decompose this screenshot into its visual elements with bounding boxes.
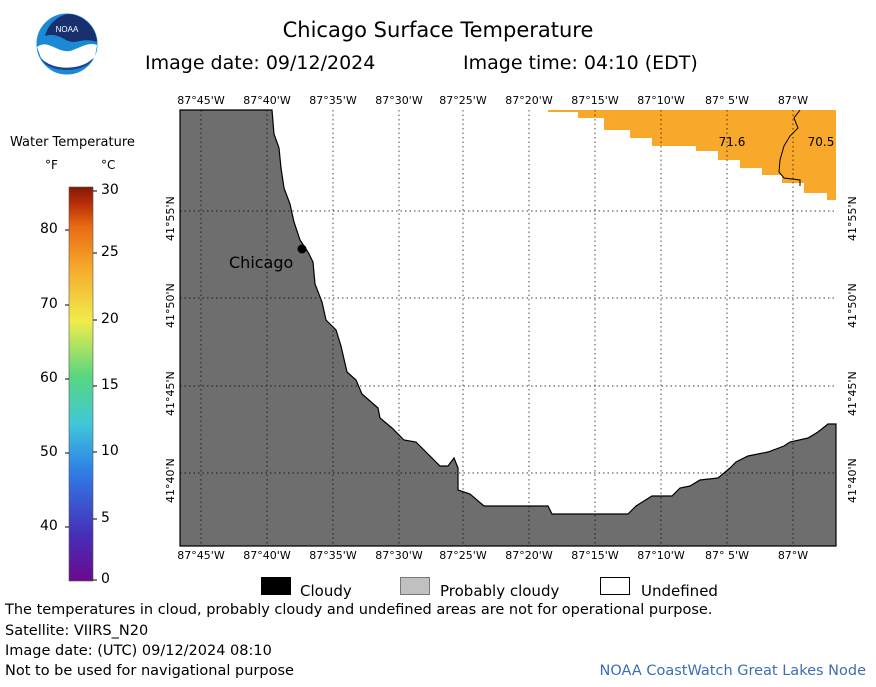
lon-label-top: 87°15'W <box>571 94 619 107</box>
lon-label-top: 87°20'W <box>505 94 553 107</box>
lon-label-bottom: 87°W <box>777 549 809 562</box>
lon-label-bottom: 87°15'W <box>571 549 619 562</box>
legend-c-tick: 10 <box>101 443 119 459</box>
undefined-swatch <box>600 577 630 595</box>
legend-unit-c: °C <box>101 158 116 172</box>
lon-label-bottom: 87° 5'W <box>705 549 749 562</box>
lon-label-top: 87°W <box>777 94 809 107</box>
color-scale <box>65 186 97 582</box>
probably-cloudy-label: Probably cloudy <box>440 582 560 600</box>
page-title: Chicago Surface Temperature <box>282 18 594 42</box>
chicago-marker <box>297 244 307 254</box>
city-label: Chicago <box>229 253 294 272</box>
legend-f-tick: 50 <box>40 444 58 460</box>
noaa-logo: NOAA <box>35 12 99 76</box>
cloudy-swatch <box>261 577 291 595</box>
sst-region <box>548 110 836 200</box>
noaa-node-link[interactable]: NOAA CoastWatch Great Lakes Node <box>599 663 866 679</box>
lon-label-bottom: 87°40'W <box>243 549 291 562</box>
lat-label-left: 41°55'N <box>164 196 177 241</box>
utc-date: Image date: (UTC) 09/12/2024 08:10 <box>5 643 272 659</box>
lon-label-bottom: 87°45'W <box>177 549 225 562</box>
lon-label-top: 87°45'W <box>177 94 225 107</box>
lat-label-right: 41°55'N <box>846 196 859 241</box>
legend-c-tick: 20 <box>101 311 119 327</box>
land-region <box>179 109 837 547</box>
color-bar <box>68 186 94 582</box>
lon-label-top: 87°35'W <box>309 94 357 107</box>
lon-label-bottom: 87°20'W <box>505 549 553 562</box>
lon-label-top: 87° 5'W <box>705 94 749 107</box>
lon-label-top: 87°30'W <box>375 94 423 107</box>
lon-label-bottom: 87°25'W <box>439 549 487 562</box>
legend-f-tick: 40 <box>40 518 58 534</box>
image-date: Image date: 09/12/2024 <box>145 52 376 74</box>
svg-text:NOAA: NOAA <box>56 25 79 34</box>
undefined-label: Undefined <box>641 582 718 600</box>
legend-unit-f: °F <box>45 158 58 172</box>
lat-label-left: 41°40'N <box>164 458 177 503</box>
image-datetime: Image date: 09/12/2024 Image time: 04:10 … <box>145 52 698 74</box>
lon-label-bottom: 87°30'W <box>375 549 423 562</box>
probably-cloudy-swatch <box>400 577 430 595</box>
temp-label-2: 70.5 <box>808 135 835 149</box>
legend-title: Water Temperature <box>10 135 135 150</box>
satellite-info: Satellite: VIIRS_N20 <box>5 623 149 639</box>
legend-c-tick: 5 <box>101 510 110 526</box>
lon-label-top: 87°40'W <box>243 94 291 107</box>
lat-label-right: 41°40'N <box>846 458 859 503</box>
image-time: Image time: 04:10 (EDT) <box>463 52 698 74</box>
navigation-warning: Not to be used for navigational purpose <box>5 663 294 679</box>
legend-f-tick: 70 <box>40 296 58 312</box>
lat-label-right: 41°50'N <box>846 283 859 328</box>
temp-label-1: 71.6 <box>719 135 746 149</box>
lon-label-top: 87°25'W <box>439 94 487 107</box>
legend-c-tick: 30 <box>101 182 119 198</box>
legend-f-tick: 80 <box>40 221 58 237</box>
lat-label-right: 41°45'N <box>846 371 859 416</box>
lon-label-bottom: 87°10'W <box>637 549 685 562</box>
state-boundary <box>778 109 801 186</box>
legend-c-tick: 25 <box>101 244 119 260</box>
lat-label-left: 41°50'N <box>164 283 177 328</box>
map-grid <box>180 110 836 546</box>
legend-f-tick: 60 <box>40 370 58 386</box>
legend-c-tick: 0 <box>101 571 110 587</box>
cloudy-label: Cloudy <box>300 582 352 600</box>
lon-label-top: 87°10'W <box>637 94 685 107</box>
lat-label-left: 41°45'N <box>164 371 177 416</box>
lon-label-bottom: 87°35'W <box>309 549 357 562</box>
disclaimer: The temperatures in cloud, probably clou… <box>5 602 713 618</box>
legend-c-tick: 15 <box>101 377 119 393</box>
